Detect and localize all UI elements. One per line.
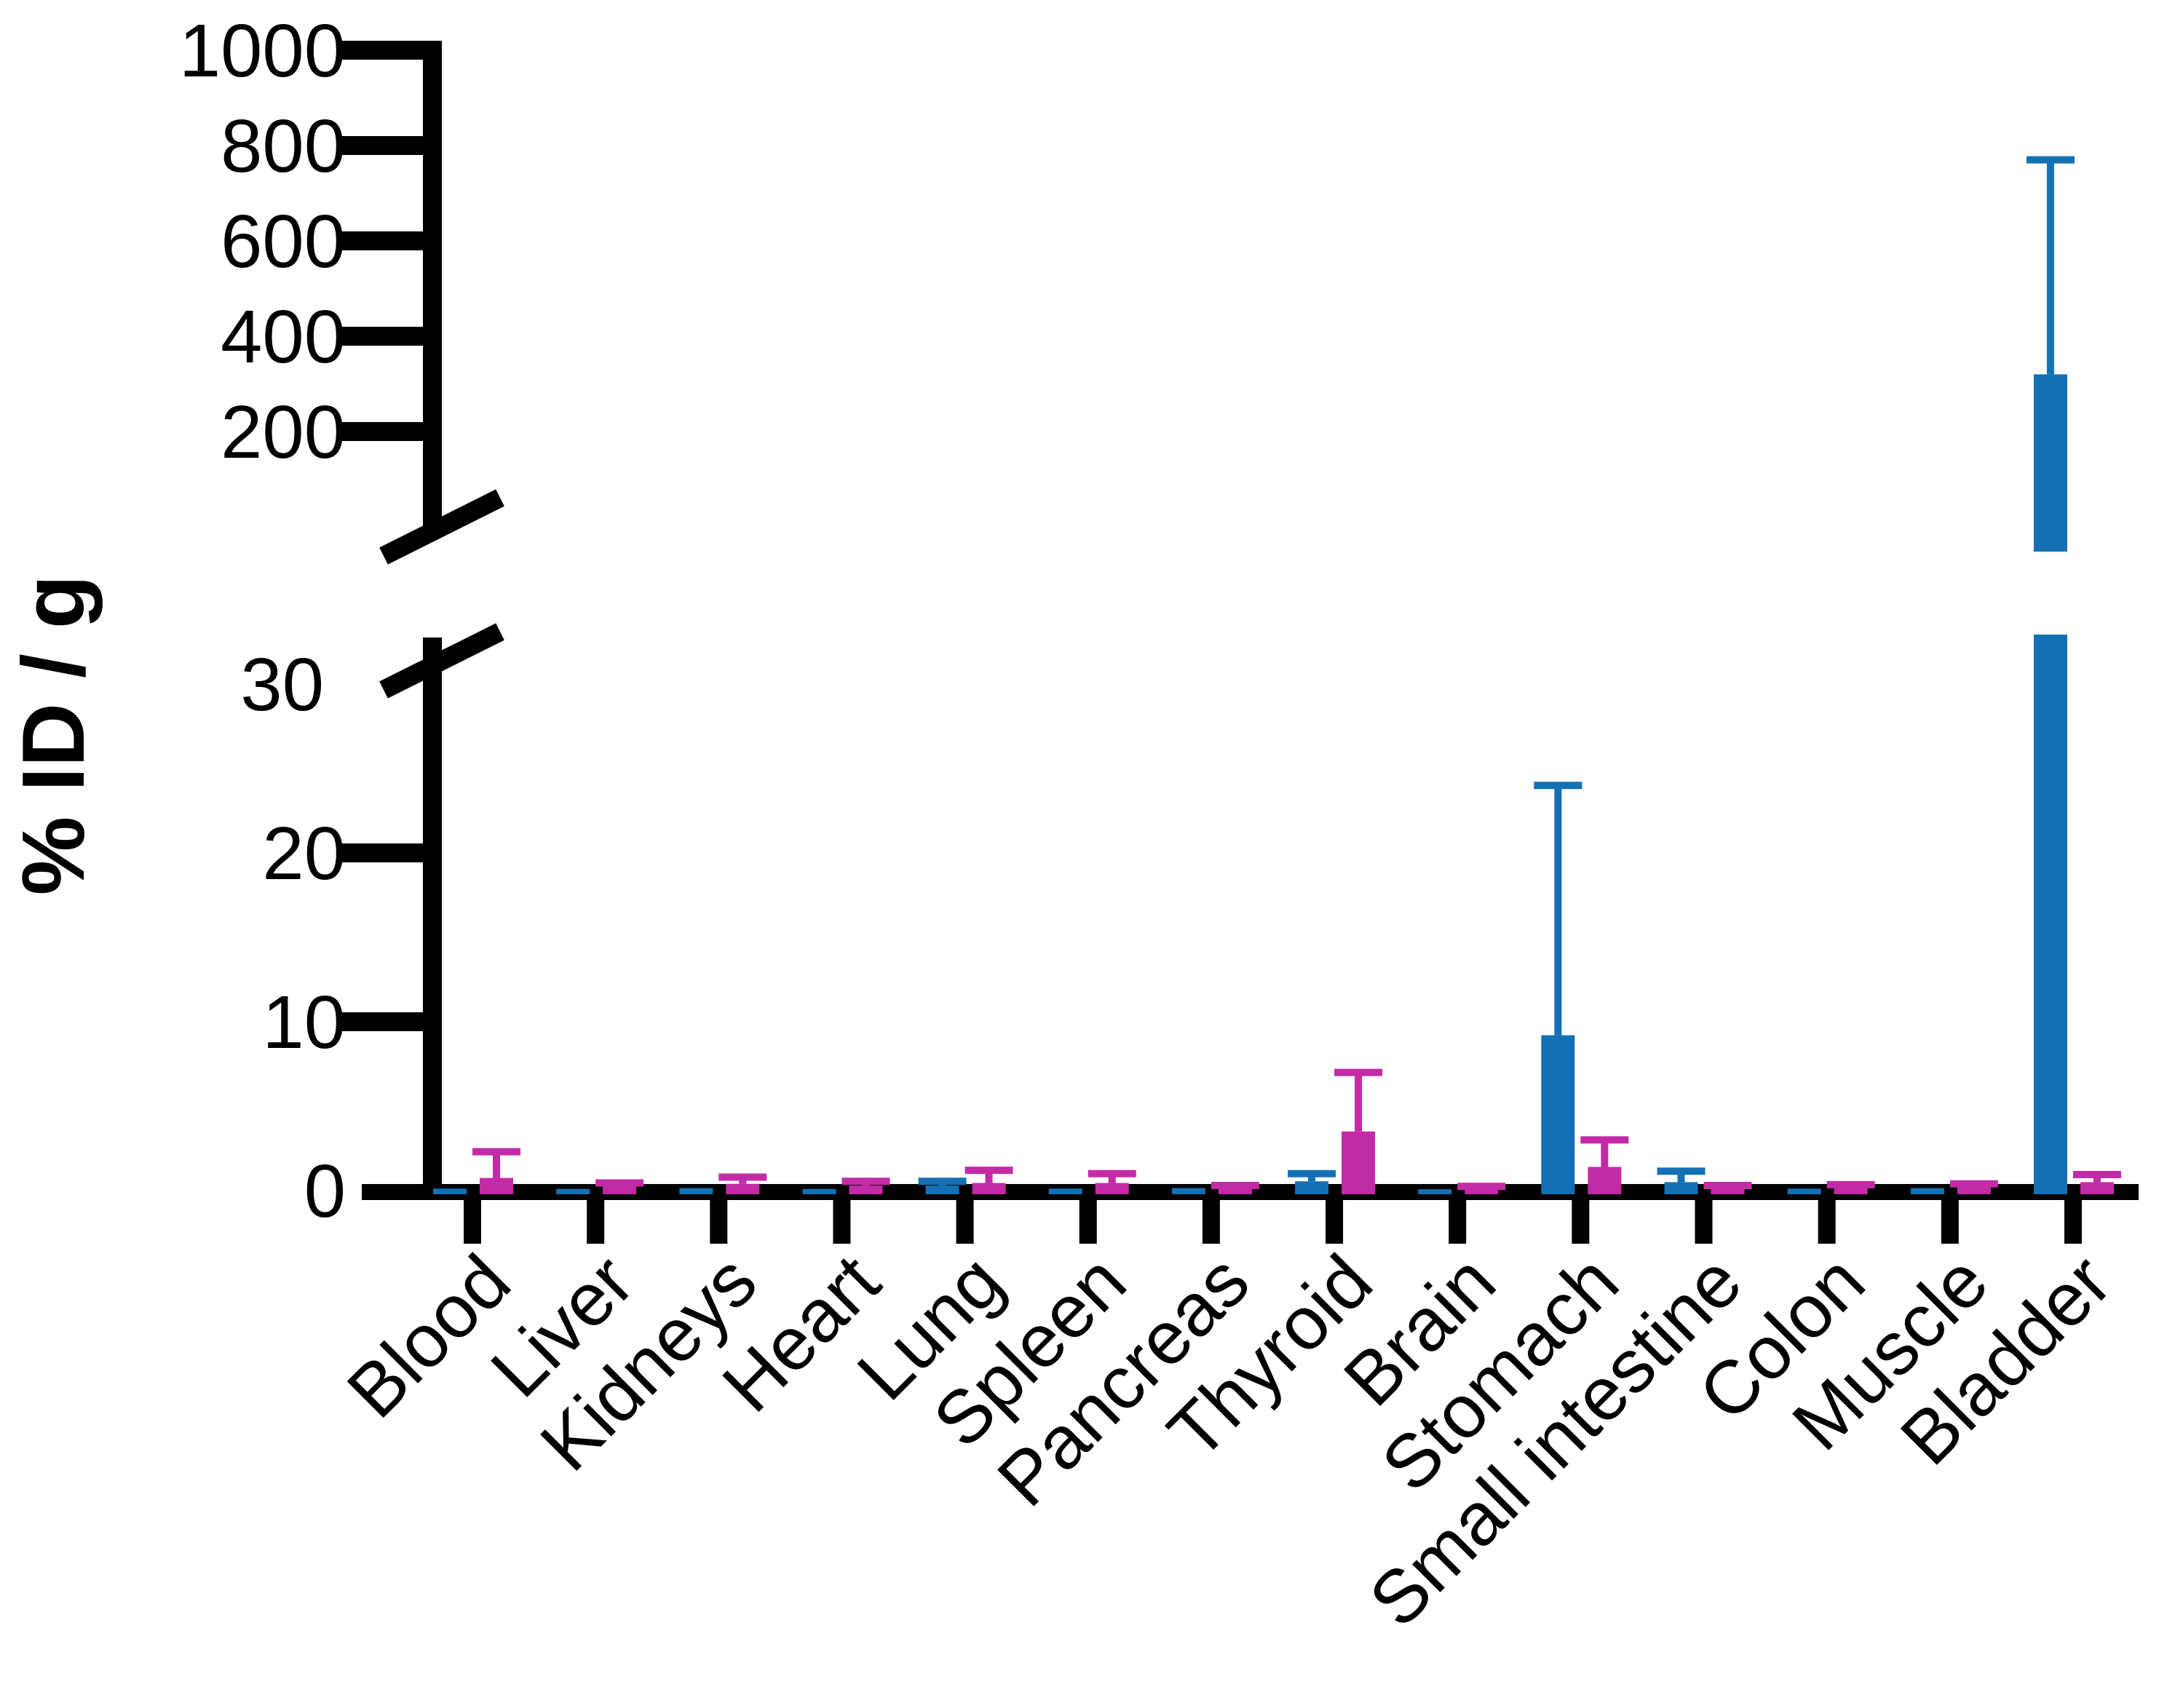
y-tick-label-0: 0 (304, 1149, 346, 1233)
bar-heart-series-blue (802, 1188, 836, 1194)
bar-colon-series-magenta (1834, 1187, 1868, 1194)
y-axis-lower-segment (423, 637, 442, 1200)
bar-bladder-series-blue-upper (2033, 374, 2067, 552)
y-tick-label-30: 30 (240, 643, 324, 726)
bar-thyroid-series-magenta (1342, 1131, 1376, 1194)
bar-pancreas-series-blue (1171, 1188, 1205, 1194)
x-tick-blood (464, 1200, 481, 1244)
labels-group: 20040060080010000102030BloodLiverKidneys… (179, 9, 2127, 1643)
y-axis-title: % ID / g (4, 575, 103, 896)
y-tick-1000 (341, 41, 442, 60)
x-tick-heart (833, 1200, 851, 1244)
bar-kidneys-series-blue (679, 1188, 713, 1194)
bar-brain-series-magenta (1465, 1188, 1499, 1194)
bar-stomach-series-magenta (1588, 1167, 1622, 1194)
bar-bladder-series-blue-lower (2033, 635, 2067, 1194)
bar-bladder-series-magenta (2080, 1182, 2114, 1194)
x-tick-spleen (1079, 1200, 1097, 1244)
bar-lung-series-magenta (972, 1183, 1006, 1194)
bar-muscle-series-blue (1910, 1188, 1944, 1194)
y-tick-800 (341, 136, 442, 155)
x-tick-pancreas (1202, 1200, 1220, 1244)
bar-colon-series-blue (1787, 1188, 1821, 1194)
bar-pancreas-series-magenta (1218, 1187, 1252, 1194)
bar-liver-series-blue (556, 1188, 590, 1194)
x-tick-brain (1449, 1200, 1467, 1244)
bar-heart-series-magenta (849, 1185, 883, 1194)
y-tick-label-1000: 1000 (179, 9, 346, 92)
y-tick-label-400: 400 (221, 295, 346, 378)
y-tick-10 (341, 1012, 442, 1031)
x-tick-small-intestine (1695, 1200, 1713, 1244)
axis-break-slash-2 (379, 623, 504, 699)
bar-small-intestine-series-magenta (1711, 1187, 1745, 1194)
y-tick-label-200: 200 (221, 390, 346, 474)
bar-muscle-series-magenta (1957, 1187, 1991, 1194)
x-tick-bladder (2064, 1200, 2082, 1244)
bar-stomach-series-blue (1541, 1035, 1575, 1194)
x-tick-stomach (1572, 1200, 1590, 1244)
y-tick-label-20: 20 (262, 811, 346, 895)
bar-blood-series-magenta (480, 1177, 513, 1194)
y-tick-label-10: 10 (262, 980, 346, 1064)
bar-kidneys-series-magenta (726, 1183, 760, 1194)
y-tick-20 (341, 843, 442, 862)
y-tick-200 (341, 422, 442, 441)
y-tick-label-800: 800 (221, 104, 346, 188)
bars-group (433, 156, 2121, 1194)
bar-liver-series-magenta (603, 1186, 637, 1194)
axis-break-slash-1 (379, 489, 504, 565)
x-tick-colon (1818, 1200, 1836, 1244)
y-tick-400 (341, 327, 442, 346)
x-tick-thyroid (1326, 1200, 1344, 1244)
y-tick-600 (341, 231, 442, 250)
bar-blood-series-blue (433, 1188, 467, 1194)
bar-spleen-series-blue (1048, 1188, 1082, 1194)
x-tick-kidneys (710, 1200, 728, 1244)
bar-spleen-series-magenta (1095, 1183, 1129, 1194)
x-tick-liver (587, 1200, 605, 1244)
bar-lung-series-blue (925, 1185, 959, 1194)
bar-thyroid-series-blue (1295, 1181, 1329, 1194)
bar-brain-series-blue (1418, 1189, 1452, 1194)
bar-small-intestine-series-blue (1664, 1182, 1698, 1194)
y-tick-label-600: 600 (221, 199, 346, 283)
x-tick-lung (956, 1200, 974, 1244)
x-tick-muscle (1941, 1200, 1959, 1244)
y-axis-upper-segment (423, 41, 442, 528)
axes-group (341, 41, 2139, 1244)
